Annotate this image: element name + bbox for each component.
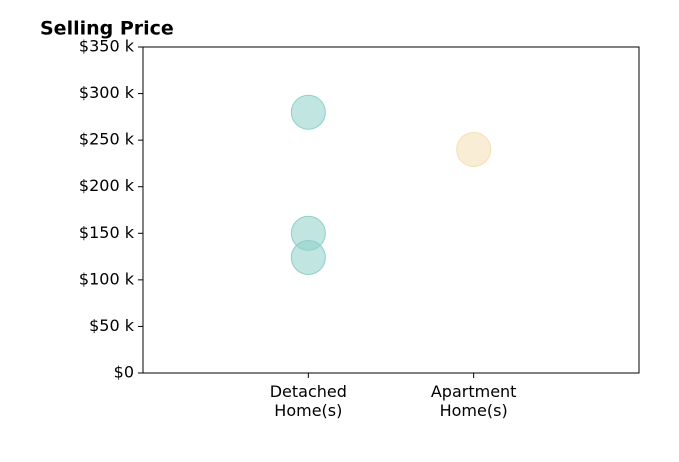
x-tick-label: Apartment Home(s) [430, 382, 517, 420]
point [456, 131, 492, 167]
y-tick-label: $250 k [79, 130, 135, 149]
plot-frame [142, 46, 640, 374]
y-tick-label: $50 k [89, 316, 135, 335]
y-tick-label: $200 k [79, 176, 135, 195]
y-tick-label: $100 k [79, 269, 135, 288]
point [290, 240, 326, 276]
y-tick-label: $300 k [79, 83, 135, 102]
point [290, 94, 326, 130]
y-tick-label: $350 k [79, 37, 135, 56]
chart-title: Selling Price [40, 18, 174, 40]
y-tick-label: $0 [114, 363, 134, 382]
y-tick-label: $150 k [79, 223, 135, 242]
x-tick-label: Detached Home(s) [269, 382, 347, 420]
